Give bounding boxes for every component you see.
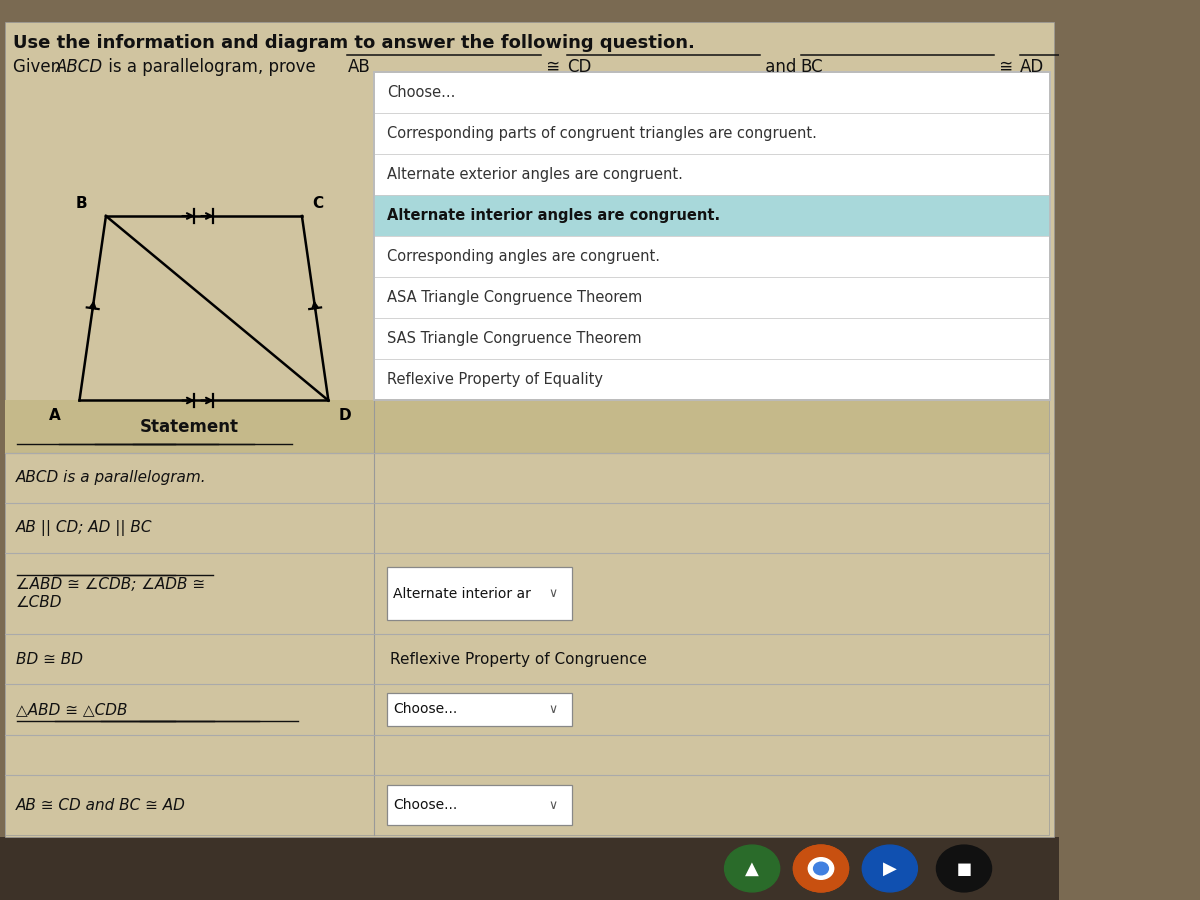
Text: AB: AB	[348, 58, 371, 76]
Text: Statement: Statement	[140, 418, 239, 436]
Text: Given: Given	[13, 58, 66, 76]
Text: Choose...: Choose...	[394, 798, 457, 812]
Text: Reflexive Property of Congruence: Reflexive Property of Congruence	[390, 652, 647, 667]
Text: Alternate interior angles are congruent.: Alternate interior angles are congruent.	[386, 208, 720, 223]
Text: BD ≅ BD: BD ≅ BD	[16, 652, 83, 667]
Circle shape	[814, 862, 828, 875]
Text: Choose...: Choose...	[394, 702, 457, 716]
Text: ∨: ∨	[548, 703, 558, 716]
Text: ∠ABD ≅ ∠CDB; ∠ADB ≅
∠CBD: ∠ABD ≅ ∠CDB; ∠ADB ≅ ∠CBD	[16, 577, 205, 610]
Text: ≅: ≅	[541, 58, 565, 76]
Text: ∨: ∨	[548, 587, 558, 600]
Circle shape	[725, 845, 780, 892]
Text: Choose...: Choose...	[386, 85, 455, 100]
Circle shape	[809, 858, 834, 879]
Text: ▲: ▲	[745, 860, 760, 878]
FancyBboxPatch shape	[386, 567, 572, 620]
FancyBboxPatch shape	[5, 400, 1049, 453]
Text: ▪: ▪	[955, 857, 972, 880]
Text: CD: CD	[568, 58, 592, 76]
Text: ABCD: ABCD	[56, 58, 103, 76]
FancyBboxPatch shape	[374, 195, 1050, 236]
Text: Alternate exterior angles are congruent.: Alternate exterior angles are congruent.	[386, 167, 683, 182]
Text: SAS Triangle Congruence Theorem: SAS Triangle Congruence Theorem	[386, 331, 641, 346]
Text: ▶: ▶	[883, 860, 896, 878]
Text: Corresponding parts of congruent triangles are congruent.: Corresponding parts of congruent triangl…	[386, 126, 816, 141]
Text: D: D	[338, 408, 352, 423]
Circle shape	[936, 845, 991, 892]
Text: C: C	[312, 196, 324, 211]
Text: is a parallelogram, prove: is a parallelogram, prove	[103, 58, 320, 76]
Circle shape	[793, 845, 848, 892]
FancyBboxPatch shape	[5, 400, 1049, 835]
FancyBboxPatch shape	[386, 693, 572, 725]
Text: Reflexive Property of Equality: Reflexive Property of Equality	[386, 373, 602, 388]
FancyBboxPatch shape	[0, 837, 1060, 900]
Text: and: and	[761, 58, 802, 76]
Circle shape	[863, 845, 917, 892]
FancyBboxPatch shape	[5, 22, 1054, 837]
Text: AD: AD	[1020, 58, 1045, 76]
Text: BC: BC	[800, 58, 823, 76]
Text: ABCD is a parallelogram.: ABCD is a parallelogram.	[16, 471, 206, 485]
FancyBboxPatch shape	[374, 72, 1050, 400]
Text: AB || CD; AD || BC: AB || CD; AD || BC	[16, 520, 152, 536]
Text: ∨: ∨	[548, 798, 558, 812]
Text: ASA Triangle Congruence Theorem: ASA Triangle Congruence Theorem	[386, 291, 642, 305]
Text: Alternate interior ar: Alternate interior ar	[394, 587, 530, 600]
Text: Corresponding angles are congruent.: Corresponding angles are congruent.	[386, 249, 660, 265]
Text: B: B	[76, 196, 86, 211]
Text: A: A	[49, 408, 60, 423]
Text: ≅: ≅	[994, 58, 1019, 76]
Circle shape	[793, 845, 848, 892]
Text: AB ≅ CD and BC ≅ AD: AB ≅ CD and BC ≅ AD	[16, 797, 186, 813]
FancyBboxPatch shape	[386, 786, 572, 824]
Text: Use the information and diagram to answer the following question.: Use the information and diagram to answe…	[13, 34, 695, 52]
Text: △ABD ≅ △CDB: △ABD ≅ △CDB	[16, 702, 127, 717]
